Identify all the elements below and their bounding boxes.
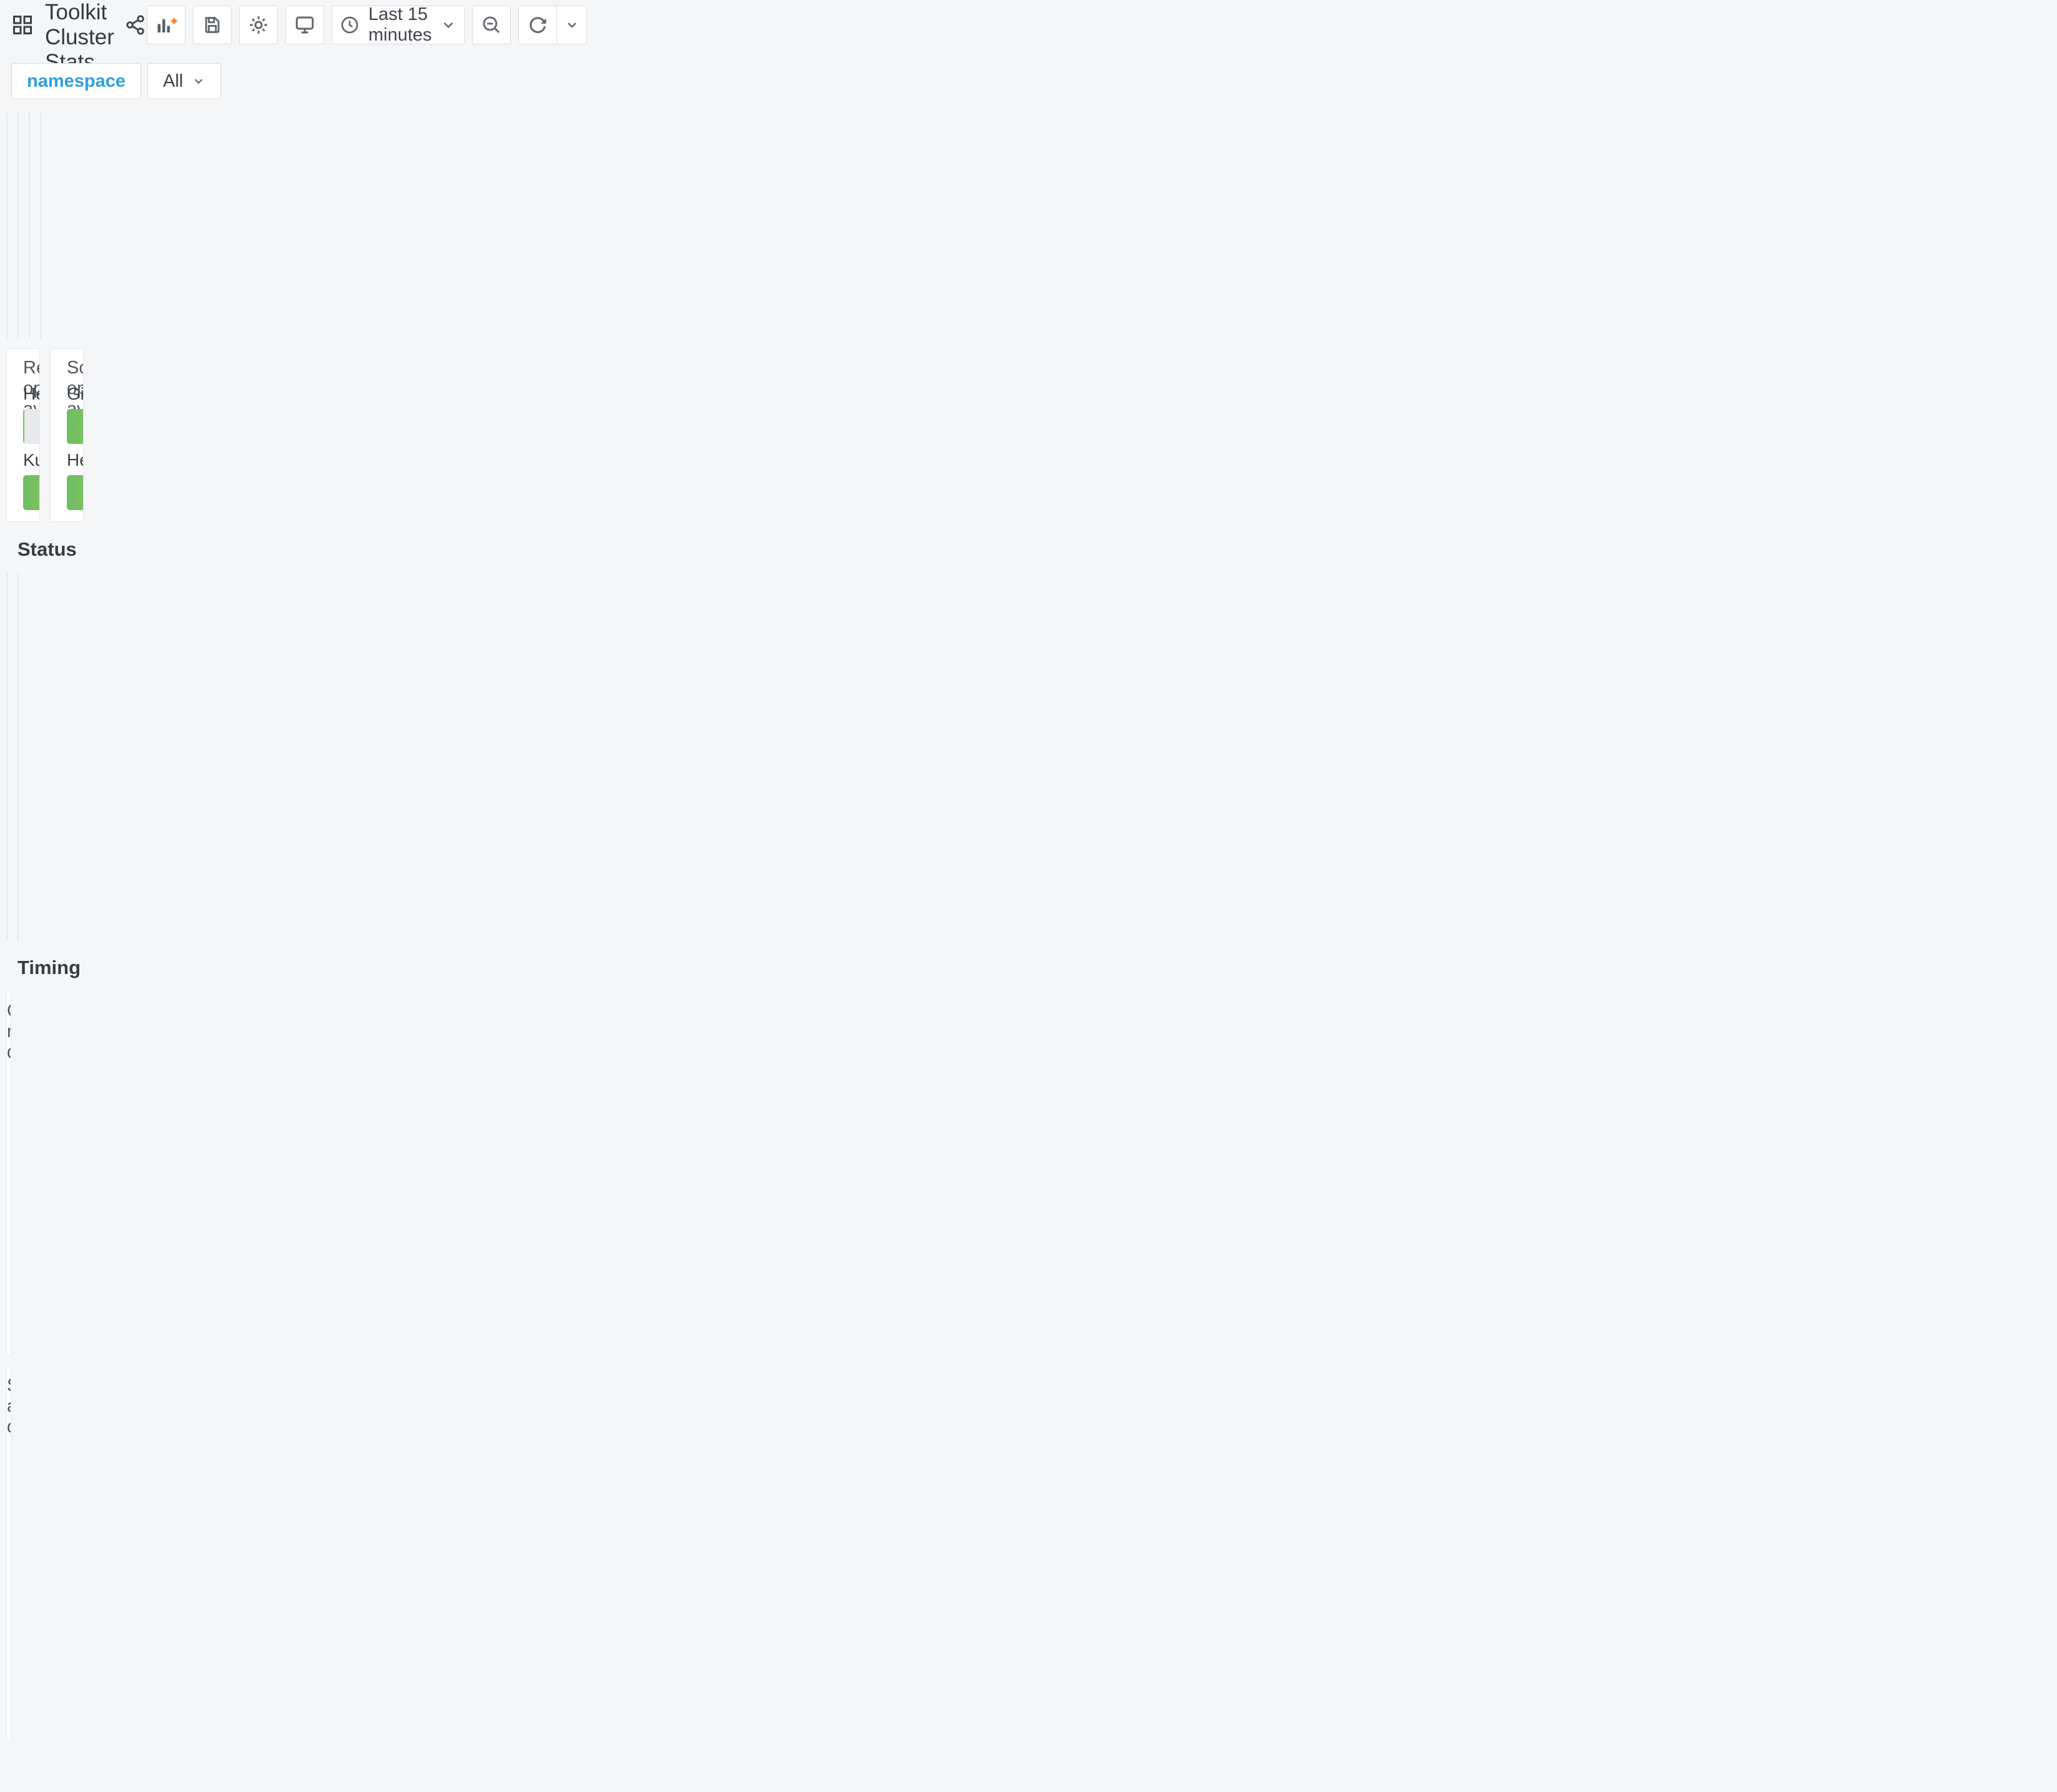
table-panel-cluster-readiness: Cluster reconciliation readiness KindNam…: [6, 573, 7, 940]
save-dashboard-button[interactable]: [192, 6, 232, 44]
chart-panel-cluster-reconciliation: Cluster reconciliation duration 0 s500 m…: [6, 992, 11, 1356]
time-range-picker[interactable]: Last 15 minutes: [331, 4, 465, 45]
stat-panel-cluster-reconcilers: Cluster Reconcilers 5: [6, 112, 7, 338]
cycle-view-mode-button[interactable]: [285, 6, 324, 44]
stat-panel-manifests-sources: Kubernetes Manifests Sources 6: [29, 112, 30, 338]
chevron-down-icon: [440, 17, 456, 33]
variable-row: namespace All: [6, 50, 222, 112]
top-bar: GitOps Toolkit Cluster Stats La: [6, 0, 588, 74]
share-icon[interactable]: [126, 14, 147, 36]
gauge-label: HelmRelease: [23, 384, 39, 403]
chart-panel-source-acquisition: Source acquisition duration 0 s500 ms1.0…: [6, 1366, 11, 1741]
gauge-label: HelmRepository: [67, 450, 83, 470]
panel-title[interactable]: Cluster reconciliation duration: [7, 992, 11, 1062]
refresh-button[interactable]: [518, 6, 558, 44]
add-panel-button[interactable]: [146, 6, 185, 44]
gauge-label: Kustomization: [23, 450, 39, 470]
page-title: GitOps Toolkit Cluster Stats: [45, 0, 114, 74]
bar-gauge: [67, 475, 83, 510]
dashboard: GitOps Toolkit Cluster Stats La: [0, 0, 588, 1741]
section-header-timing[interactable]: Timing: [10, 950, 81, 985]
stat-panel-failing-sources: Failing Sources 2: [40, 112, 41, 338]
gauge-panel-source-ops: Source ops avg. duration GitRepository 1…: [50, 348, 84, 522]
time-range-label: Last 15 minutes: [368, 4, 432, 45]
gauges-row: Reconciler ops avg. duration HelmRelease…: [6, 348, 84, 522]
bar-gauge: [67, 409, 83, 444]
chevron-down-icon: [194, 79, 203, 84]
time-series-plot[interactable]: 0 s500 ms1.0 s1.5 s2.0 s2.5 s15:5315:541…: [7, 1025, 11, 1352]
refresh-interval-button[interactable]: [557, 6, 588, 44]
tables-row: Cluster reconciliation readiness KindNam…: [6, 573, 19, 940]
dashboard-grid-icon: [11, 14, 34, 36]
section-header-status[interactable]: Status: [10, 532, 77, 567]
stat-panel-failing-reconcilers: Failing Reconcilers 1: [17, 112, 19, 338]
bar-gauge: [23, 475, 39, 510]
stats-row: Cluster Reconcilers 5 Failing Reconciler…: [6, 112, 41, 338]
time-series-plot[interactable]: 0 s500 ms1.0 s1.5 s2.0 s2.5 s15:5315:541…: [7, 1399, 11, 1737]
gauge-panel-reconciler-ops: Reconciler ops avg. duration HelmRelease…: [6, 348, 40, 522]
bar-gauge: [23, 409, 39, 444]
panel-title[interactable]: Source acquisition duration: [7, 1367, 11, 1437]
table-panel-source-readiness: Source acquisition readiness KindNameSta…: [17, 573, 19, 940]
namespace-filter-label[interactable]: namespace: [11, 63, 141, 99]
zoom-out-button[interactable]: [472, 6, 511, 44]
namespace-filter-value[interactable]: All: [147, 63, 222, 99]
gauge-label: GitRepository: [67, 384, 83, 403]
clock-icon: [340, 15, 360, 35]
dashboard-settings-button[interactable]: [239, 6, 278, 44]
